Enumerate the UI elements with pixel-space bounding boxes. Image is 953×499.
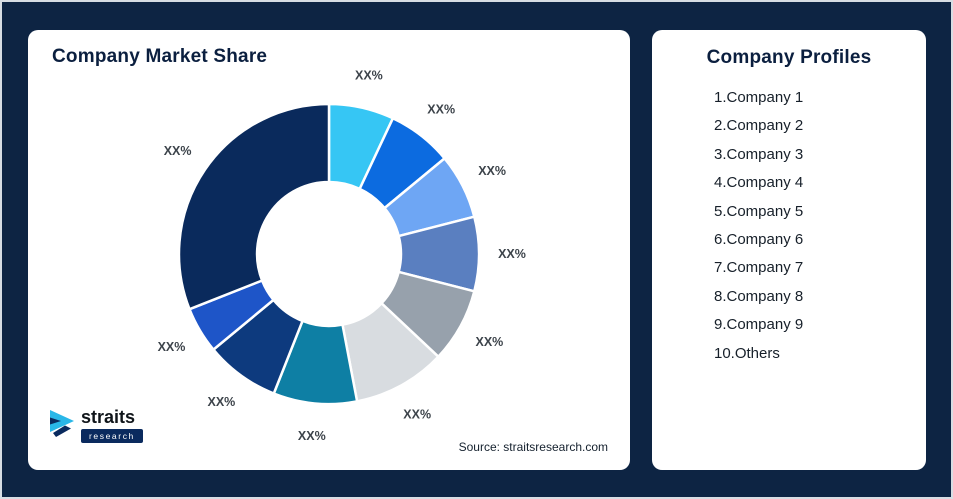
- donut-chart: XX% XX% XX% XX% XX% XX% XX% XX% XX% XX%: [158, 68, 526, 443]
- slice-label-10: XX%: [164, 144, 192, 158]
- straits-logo: straits research: [50, 407, 143, 444]
- logo-subtitle: research: [81, 429, 143, 443]
- slice-label-3: XX%: [478, 164, 506, 178]
- slice-label-5: XX%: [476, 335, 504, 349]
- company-list: 1.Company 1 2.Company 2 3.Company 3 4.Compa…: [652, 84, 926, 368]
- company-list-item: 4.Company 4: [714, 174, 804, 192]
- company-list-item: 7.Company 7: [714, 259, 804, 277]
- slice-label-1: XX%: [355, 68, 383, 82]
- slice-label-6: XX%: [403, 407, 431, 421]
- slice-label-8: XX%: [208, 395, 236, 409]
- company-list-item: 9.Company 9: [714, 316, 804, 334]
- company-list-item: 5.Company 5: [714, 202, 804, 220]
- slice-label-2: XX%: [427, 102, 455, 116]
- company-list-item: 8.Company 8: [714, 287, 804, 305]
- chart-title: Company Market Share: [52, 46, 268, 67]
- company-list-item: 1.Company 1: [714, 89, 804, 106]
- slice-label-9: XX%: [158, 340, 186, 354]
- company-list-item: 6.Company 6: [714, 231, 804, 249]
- company-list-item: 2.Company 2: [714, 117, 804, 135]
- company-list-item: 3.Company 3: [714, 145, 804, 163]
- donut-slice-10: [177, 102, 331, 311]
- market-share-card: Company Market Share XX% XX% XX% XX% XX% XX% X…: [28, 30, 630, 470]
- straits-logo-icon: [50, 410, 74, 437]
- slice-label-4: XX%: [498, 247, 526, 261]
- logo-text: straits research: [81, 407, 143, 444]
- company-list-item: 10.Others: [714, 344, 780, 362]
- company-profiles-card: Company Profiles 1.Company 1 2.Company 2 3…: [652, 30, 926, 470]
- source-text: Source: straitsresearch.com: [458, 440, 608, 454]
- profiles-title: Company Profiles: [706, 47, 872, 68]
- slice-label-7: XX%: [298, 429, 326, 443]
- logo-name: straits: [81, 407, 136, 427]
